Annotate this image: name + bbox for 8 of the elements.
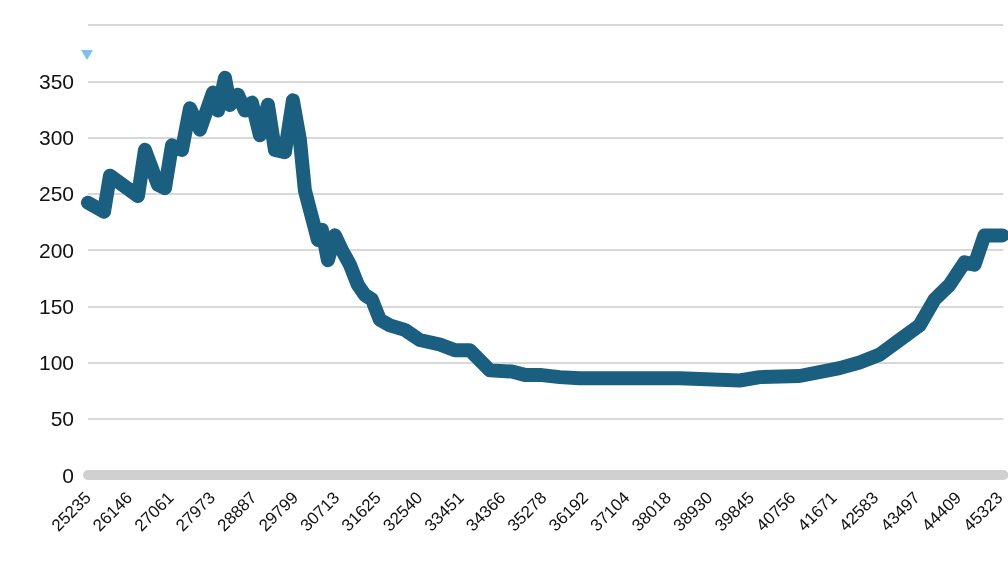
y-tick-label: 200 — [38, 238, 74, 262]
y-tick-label: 150 — [38, 294, 74, 318]
y-tick-label: 0 — [62, 463, 74, 487]
y-tick-label: 350 — [38, 69, 74, 93]
y-tick-label: 100 — [38, 351, 74, 374]
y-tick-label: 250 — [38, 182, 74, 206]
y-tick-label: 300 — [38, 126, 74, 149]
y-tick-label: 50 — [50, 407, 74, 431]
